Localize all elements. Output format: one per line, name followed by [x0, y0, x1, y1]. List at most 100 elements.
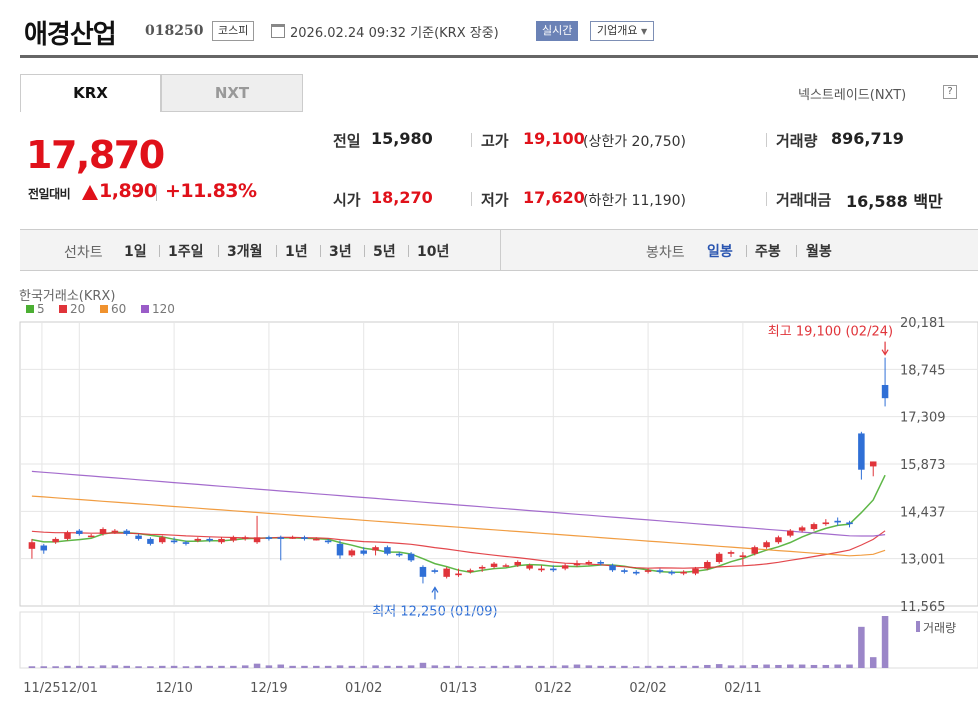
candle-body: [858, 433, 865, 470]
volume-bar: [360, 665, 367, 668]
volume-bar: [253, 663, 261, 668]
tab-krx[interactable]: KRX: [20, 74, 161, 112]
candle-body: [455, 573, 462, 576]
volume-bar: [585, 665, 593, 668]
volume-bar: [881, 616, 889, 668]
x-tick-label: 02/11: [724, 681, 761, 696]
stat-divider: [766, 192, 767, 206]
volume-bar: [40, 666, 48, 668]
candle-body: [727, 552, 735, 554]
volume-bar: [324, 665, 332, 668]
candle-body: [277, 537, 285, 539]
volume-bar: [87, 666, 95, 668]
volume-border: [19, 611, 978, 669]
volume-bar: [159, 665, 166, 668]
candle-body: [834, 520, 841, 523]
x-tick-label: 11/25: [23, 681, 60, 696]
period-separator: [276, 245, 277, 257]
candle-body: [182, 542, 190, 544]
high-annotation: 최고 19,100 (02/24): [768, 325, 893, 340]
period-3y[interactable]: 3년: [329, 244, 352, 260]
volume-bar: [419, 662, 427, 668]
candle-body: [336, 543, 344, 556]
volume-legend-swatch: [916, 621, 920, 632]
volume-bar: [561, 665, 569, 668]
candle-body: [538, 568, 545, 571]
y-tick-label: 18,745: [900, 363, 946, 378]
candle-body: [206, 538, 213, 541]
candle-body: [644, 570, 652, 572]
y-tick-label: 17,309: [900, 411, 946, 426]
volume-bar: [206, 665, 213, 668]
nxt-link[interactable]: 넥스트레이드(NXT): [798, 88, 907, 103]
header-divider: [20, 55, 978, 58]
quote-datetime: 2026.02.24 09:32 기준(KRX 장중): [290, 26, 499, 41]
tab-nxt[interactable]: NXT: [161, 74, 303, 112]
period-separator: [408, 245, 409, 257]
candle-body: [668, 571, 676, 574]
legend-label: 20: [70, 302, 85, 316]
volume-bar: [348, 665, 356, 668]
volume-bar: [869, 657, 877, 668]
volume-bar: [384, 665, 391, 668]
change-label: 전일대비: [28, 187, 71, 201]
candle-body: [313, 538, 320, 541]
period-1w[interactable]: 1주일: [168, 244, 204, 260]
ma-120-line: [31, 470, 886, 537]
period-3m[interactable]: 3개월: [227, 244, 263, 260]
realtime-button[interactable]: 실시간: [536, 21, 579, 41]
up-arrow-icon: [82, 185, 98, 200]
calendar-icon: [271, 24, 285, 38]
volume-bar: [538, 665, 545, 668]
upper-limit: (상한가 20,750): [583, 134, 687, 150]
candle-body: [478, 566, 486, 569]
chart-title: 한국거래소(KRX): [19, 289, 115, 304]
low-label: 저가: [481, 191, 509, 209]
candle-weekly[interactable]: 주봉: [755, 244, 781, 260]
candle-body: [739, 555, 747, 558]
volume-bar: [194, 665, 202, 668]
volume-bar: [443, 665, 450, 668]
candle-body: [147, 538, 154, 544]
y-tick-label: 14,437: [900, 505, 946, 520]
volume-bar: [739, 665, 747, 668]
ma-20-line: [31, 530, 886, 569]
volume-bar: [715, 664, 723, 668]
period-separator: [746, 245, 747, 257]
candle-body: [348, 550, 356, 556]
candle-body: [419, 566, 427, 577]
candle-body: [680, 571, 687, 574]
period-5y[interactable]: 5년: [373, 244, 396, 260]
volume-bar: [289, 665, 296, 668]
volume-bar: [301, 665, 308, 668]
volume-bar: [230, 665, 237, 668]
candle-body: [431, 570, 439, 572]
volume-bar: [526, 665, 533, 668]
period-1d[interactable]: 1일: [124, 244, 147, 260]
open-label: 시가: [333, 191, 361, 209]
volume-bar: [668, 665, 676, 668]
candle-body: [372, 547, 379, 551]
company-info-dropdown[interactable]: 기업개요 ▼: [590, 21, 655, 41]
volume-bar: [692, 665, 699, 668]
high-value: 19,100: [523, 129, 585, 148]
candle-body: [360, 550, 367, 554]
candle-body: [846, 522, 853, 525]
period-10y[interactable]: 10년: [417, 244, 450, 260]
volume-bar: [751, 664, 758, 668]
legend-label: 120: [152, 302, 175, 316]
candle-body: [692, 568, 699, 574]
period-1y[interactable]: 1년: [285, 244, 308, 260]
candle-body: [301, 537, 308, 539]
candle-monthly[interactable]: 월봉: [806, 244, 832, 260]
volume-bars: 거래량: [19, 611, 978, 669]
candle-body: [230, 537, 237, 541]
candle-body: [289, 537, 296, 539]
volume-bar: [478, 666, 486, 668]
candle-body: [87, 535, 95, 538]
legend-swatch: [141, 305, 149, 313]
candle-daily[interactable]: 일봉: [707, 244, 733, 260]
high-arrow-head: [881, 349, 889, 356]
help-icon[interactable]: ?: [943, 85, 957, 99]
candles: [28, 357, 889, 584]
